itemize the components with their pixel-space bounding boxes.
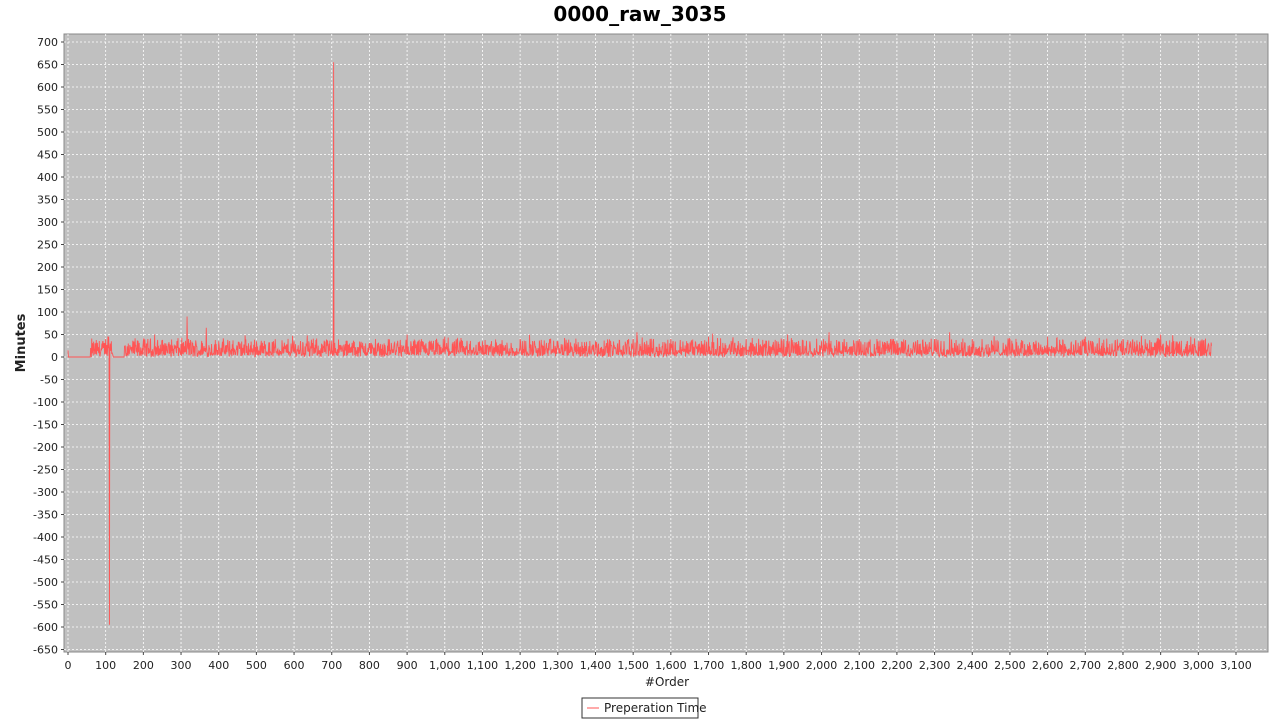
chart-title: 0000_raw_3035 (553, 2, 726, 26)
y-tick-label: 300 (37, 216, 58, 229)
x-tick-label: 2,400 (957, 659, 989, 672)
x-tick-label: 800 (359, 659, 380, 672)
y-tick-label: 500 (37, 126, 58, 139)
x-tick-label: 2,600 (1032, 659, 1064, 672)
x-tick-label: 1,800 (730, 659, 762, 672)
y-tick-label: -100 (33, 396, 58, 409)
y-tick-label: -400 (33, 531, 58, 544)
y-tick-label: -500 (33, 576, 58, 589)
x-tick-label: 1,400 (580, 659, 612, 672)
x-tick-label: 1,500 (617, 659, 649, 672)
x-tick-label: 200 (133, 659, 154, 672)
x-tick-label: 900 (397, 659, 418, 672)
x-tick-label: 2,000 (806, 659, 838, 672)
x-tick-label: 2,100 (843, 659, 875, 672)
y-tick-label: -150 (33, 419, 58, 432)
y-tick-label: -350 (33, 509, 58, 522)
x-tick-label: 100 (95, 659, 116, 672)
x-tick-label: 2,300 (919, 659, 951, 672)
y-tick-label: 700 (37, 36, 58, 49)
legend-label: Preperation Time (604, 701, 707, 715)
y-tick-label: 0 (51, 351, 58, 364)
x-tick-label: 2,500 (994, 659, 1026, 672)
x-tick-label: 700 (321, 659, 342, 672)
y-tick-label: -600 (33, 621, 58, 634)
x-tick-label: 400 (208, 659, 229, 672)
x-tick-label: 1,600 (655, 659, 687, 672)
x-axis-label: #Order (645, 675, 689, 689)
y-tick-label: -550 (33, 599, 58, 612)
x-tick-label: 0 (65, 659, 72, 672)
y-tick-label: 600 (37, 81, 58, 94)
x-tick-label: 1,200 (504, 659, 536, 672)
y-tick-label: -50 (40, 374, 58, 387)
y-tick-label: -650 (33, 644, 58, 657)
y-tick-label: -250 (33, 464, 58, 477)
y-tick-label: -200 (33, 441, 58, 454)
x-axis-ticks: 0 100 200 300 400 500 600 700 800 900 1,000 1,100 1,… (65, 652, 1252, 672)
x-tick-label: 2,900 (1145, 659, 1177, 672)
y-tick-label: 650 (37, 59, 58, 72)
y-tick-label: 350 (37, 194, 58, 207)
x-tick-label: 2,700 (1070, 659, 1102, 672)
y-tick-label: 400 (37, 171, 58, 184)
series-line-preperation-time (67, 62, 1212, 625)
x-tick-label: 3,100 (1220, 659, 1252, 672)
legend-box (581, 697, 699, 719)
x-tick-label: 2,800 (1107, 659, 1139, 672)
x-tick-label: 1,100 (467, 659, 499, 672)
series-layer (67, 62, 1212, 625)
x-tick-label: 500 (246, 659, 267, 672)
x-tick-label: 600 (284, 659, 305, 672)
y-tick-label: 50 (44, 329, 58, 342)
y-tick-label: 550 (37, 104, 58, 117)
x-tick-label: 1,300 (542, 659, 574, 672)
legend: Preperation Time (581, 697, 707, 719)
y-tick-label: 200 (37, 261, 58, 274)
y-tick-label: 100 (37, 306, 58, 319)
y-axis-label: Minutes (14, 313, 29, 372)
y-axis-ticks: -650-600-550-500-450-400-350-300-250-200… (33, 36, 64, 657)
y-tick-label: -450 (33, 554, 58, 567)
x-tick-label: 2,200 (881, 659, 913, 672)
y-tick-label: 450 (37, 149, 58, 162)
y-tick-label: 150 (37, 284, 58, 297)
x-tick-label: 1,000 (429, 659, 461, 672)
y-tick-label: -300 (33, 486, 58, 499)
y-tick-label: 250 (37, 239, 58, 252)
x-tick-label: 1,900 (768, 659, 800, 672)
x-tick-label: 3,000 (1183, 659, 1215, 672)
x-tick-label: 300 (171, 659, 192, 672)
x-tick-label: 1,700 (693, 659, 725, 672)
